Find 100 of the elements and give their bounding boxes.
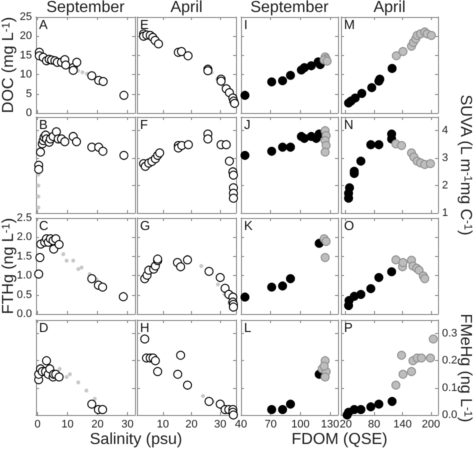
- y-tick-label: 1.0: [16, 270, 32, 282]
- point: [420, 274, 430, 284]
- annotation: E: [140, 17, 149, 32]
- point: [184, 51, 193, 60]
- point: [240, 90, 250, 100]
- y-tick-label: 0.0: [16, 308, 32, 320]
- point: [267, 282, 276, 292]
- point: [98, 282, 108, 292]
- point: [36, 194, 40, 199]
- annotation: L: [244, 320, 252, 335]
- point: [84, 388, 88, 393]
- point: [68, 372, 72, 376]
- point: [240, 292, 250, 302]
- point: [428, 334, 438, 344]
- point: [119, 90, 128, 100]
- point: [87, 274, 96, 284]
- y-tick-label: 0: [26, 107, 32, 119]
- point: [199, 264, 204, 268]
- point: [68, 66, 78, 75]
- point: [98, 77, 108, 86]
- point: [87, 71, 96, 80]
- x-axis-title: Salinity (psu): [88, 431, 184, 449]
- x-tick-label: 140: [393, 418, 412, 430]
- point: [306, 61, 316, 70]
- point: [267, 405, 276, 414]
- y-tick-label: 0.0: [442, 409, 458, 421]
- y-tick-label: 5: [26, 88, 32, 100]
- annotation: I: [244, 17, 248, 32]
- point: [320, 362, 329, 371]
- point: [267, 146, 276, 156]
- point: [204, 396, 214, 406]
- point: [278, 281, 288, 290]
- point: [216, 282, 220, 286]
- point: [52, 127, 61, 136]
- point: [407, 367, 416, 376]
- annotation: F: [140, 117, 148, 132]
- x-tick-label: 30: [121, 418, 134, 430]
- point: [300, 63, 309, 72]
- point: [397, 350, 406, 360]
- point: [204, 266, 214, 276]
- point: [286, 70, 295, 80]
- point: [224, 156, 234, 166]
- x-tick-label: 200: [422, 418, 440, 430]
- point: [72, 58, 82, 67]
- point: [398, 258, 408, 268]
- point: [278, 142, 288, 152]
- point: [150, 356, 160, 366]
- point: [36, 206, 40, 210]
- point: [58, 366, 62, 371]
- point: [54, 372, 64, 382]
- x-tick-label: 10: [156, 418, 169, 430]
- point: [374, 400, 384, 409]
- point: [416, 354, 426, 362]
- point: [176, 350, 186, 360]
- point: [184, 140, 193, 150]
- annotation: G: [140, 218, 150, 233]
- y-tick-label: 0.5: [16, 288, 32, 301]
- y-tick-label: 3: [442, 152, 448, 164]
- chart-title: September: [249, 0, 330, 17]
- point: [267, 77, 276, 86]
- point: [397, 141, 406, 150]
- x-tick-label: 70: [264, 418, 277, 430]
- chart-title: September: [45, 0, 126, 17]
- point: [350, 94, 360, 103]
- x-tick-label: 0: [34, 418, 41, 430]
- point: [286, 400, 295, 409]
- x-tick-label: 130: [320, 418, 340, 430]
- y-tick-label: 0.3: [442, 328, 458, 340]
- point: [366, 140, 376, 150]
- point: [388, 396, 397, 406]
- annotation: H: [140, 320, 150, 335]
- x-tick-label: 80: [368, 418, 380, 430]
- annotation: M: [344, 17, 355, 32]
- annotation: O: [344, 218, 354, 233]
- point: [216, 273, 225, 282]
- point: [357, 88, 366, 98]
- y-tick-label: 1: [442, 207, 448, 219]
- y-tick-label: 2.5: [16, 212, 32, 224]
- y-tick-label: 2.0: [16, 231, 32, 244]
- point: [286, 274, 295, 284]
- annotation: J: [244, 117, 250, 132]
- point: [356, 290, 366, 299]
- point: [391, 380, 400, 390]
- y-tick-label: 2: [442, 180, 448, 192]
- point: [34, 270, 44, 279]
- point: [366, 284, 376, 294]
- point: [34, 164, 44, 174]
- point: [387, 267, 396, 276]
- chart-title: April: [169, 0, 204, 17]
- point: [61, 252, 66, 256]
- y-tick-label: 25: [20, 11, 32, 23]
- point: [414, 266, 424, 275]
- point: [398, 370, 408, 379]
- point: [391, 255, 400, 264]
- point: [87, 400, 96, 409]
- point: [64, 258, 69, 263]
- point: [72, 137, 81, 146]
- point: [388, 64, 397, 73]
- point: [228, 302, 238, 312]
- point: [71, 258, 76, 263]
